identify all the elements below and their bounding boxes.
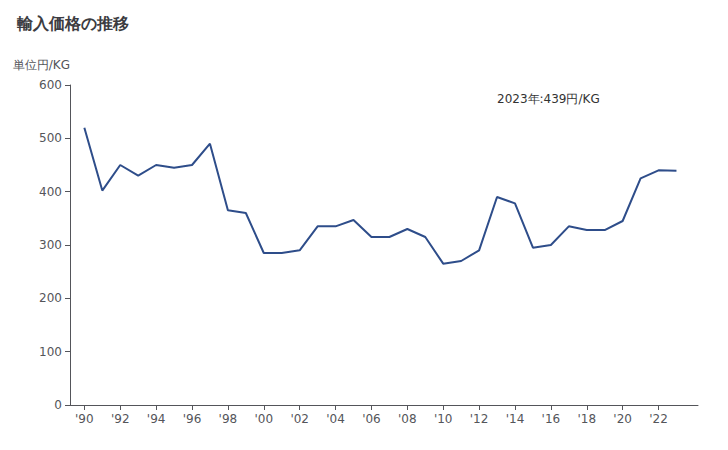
svg-text:0: 0 [54, 398, 62, 412]
svg-text:'96: '96 [183, 412, 202, 426]
svg-text:'20: '20 [613, 412, 632, 426]
svg-text:'04: '04 [326, 412, 345, 426]
svg-text:'12: '12 [470, 412, 489, 426]
svg-text:300: 300 [39, 238, 62, 252]
svg-text:200: 200 [39, 291, 62, 305]
svg-text:100: 100 [39, 345, 62, 359]
svg-text:'16: '16 [542, 412, 561, 426]
svg-text:'18: '18 [577, 412, 596, 426]
svg-text:'00: '00 [254, 412, 273, 426]
svg-text:'14: '14 [506, 412, 525, 426]
svg-text:'06: '06 [362, 412, 381, 426]
svg-text:'94: '94 [147, 412, 166, 426]
svg-text:2023年:439円/KG: 2023年:439円/KG [497, 92, 600, 106]
svg-text:'08: '08 [398, 412, 417, 426]
svg-text:'02: '02 [290, 412, 309, 426]
svg-text:輸入価格の推移: 輸入価格の推移 [16, 14, 129, 33]
svg-text:500: 500 [39, 131, 62, 145]
svg-text:'90: '90 [75, 412, 94, 426]
svg-text:'22: '22 [649, 412, 668, 426]
svg-text:単位円/KG: 単位円/KG [13, 58, 70, 72]
svg-text:'10: '10 [434, 412, 453, 426]
svg-text:400: 400 [39, 185, 62, 199]
svg-text:'92: '92 [111, 412, 130, 426]
svg-text:'98: '98 [219, 412, 238, 426]
svg-text:600: 600 [39, 78, 62, 92]
